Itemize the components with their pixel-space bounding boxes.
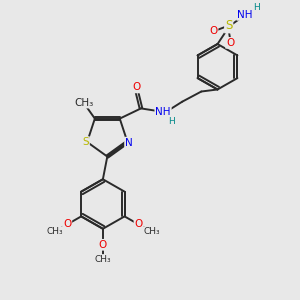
Text: H: H — [168, 117, 175, 126]
Text: O: O — [99, 240, 107, 250]
Text: O: O — [226, 38, 234, 48]
Text: S: S — [82, 137, 89, 147]
Text: H: H — [253, 3, 260, 12]
Text: O: O — [132, 82, 141, 92]
Text: CH₃: CH₃ — [143, 227, 160, 236]
Text: S: S — [225, 20, 232, 32]
Text: CH₃: CH₃ — [74, 98, 93, 108]
Text: O: O — [63, 219, 71, 230]
Text: N: N — [125, 138, 133, 148]
Text: CH₃: CH₃ — [46, 227, 63, 236]
Text: O: O — [209, 26, 217, 36]
Text: NH: NH — [155, 107, 171, 117]
Text: O: O — [134, 219, 143, 230]
Text: CH₃: CH₃ — [94, 255, 111, 264]
Text: NH: NH — [237, 10, 253, 20]
